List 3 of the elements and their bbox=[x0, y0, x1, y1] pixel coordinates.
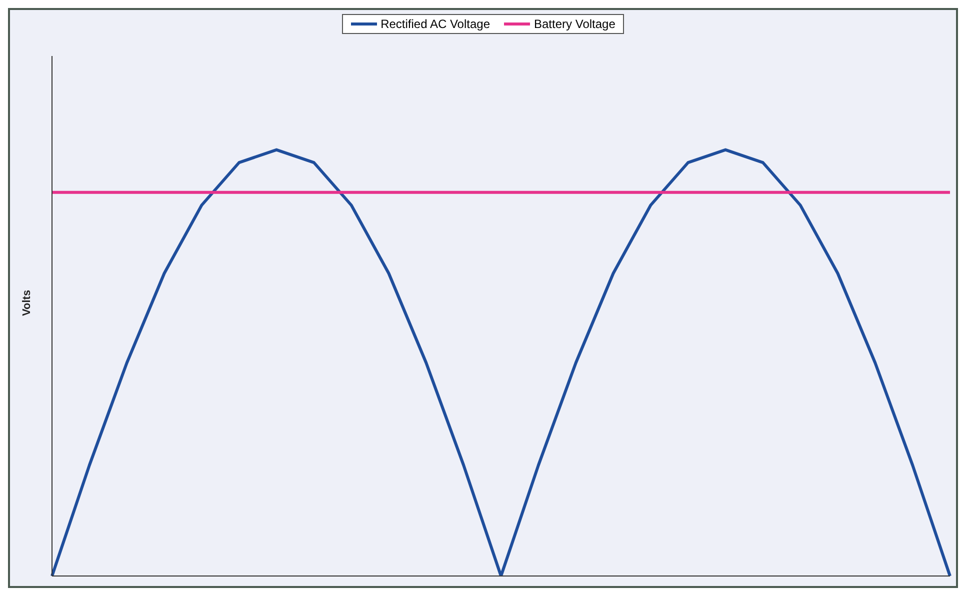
y-axis-title: Volts bbox=[20, 290, 33, 316]
legend-label: Battery Voltage bbox=[533, 17, 616, 31]
legend-label: Rectified AC Voltage bbox=[380, 17, 490, 31]
